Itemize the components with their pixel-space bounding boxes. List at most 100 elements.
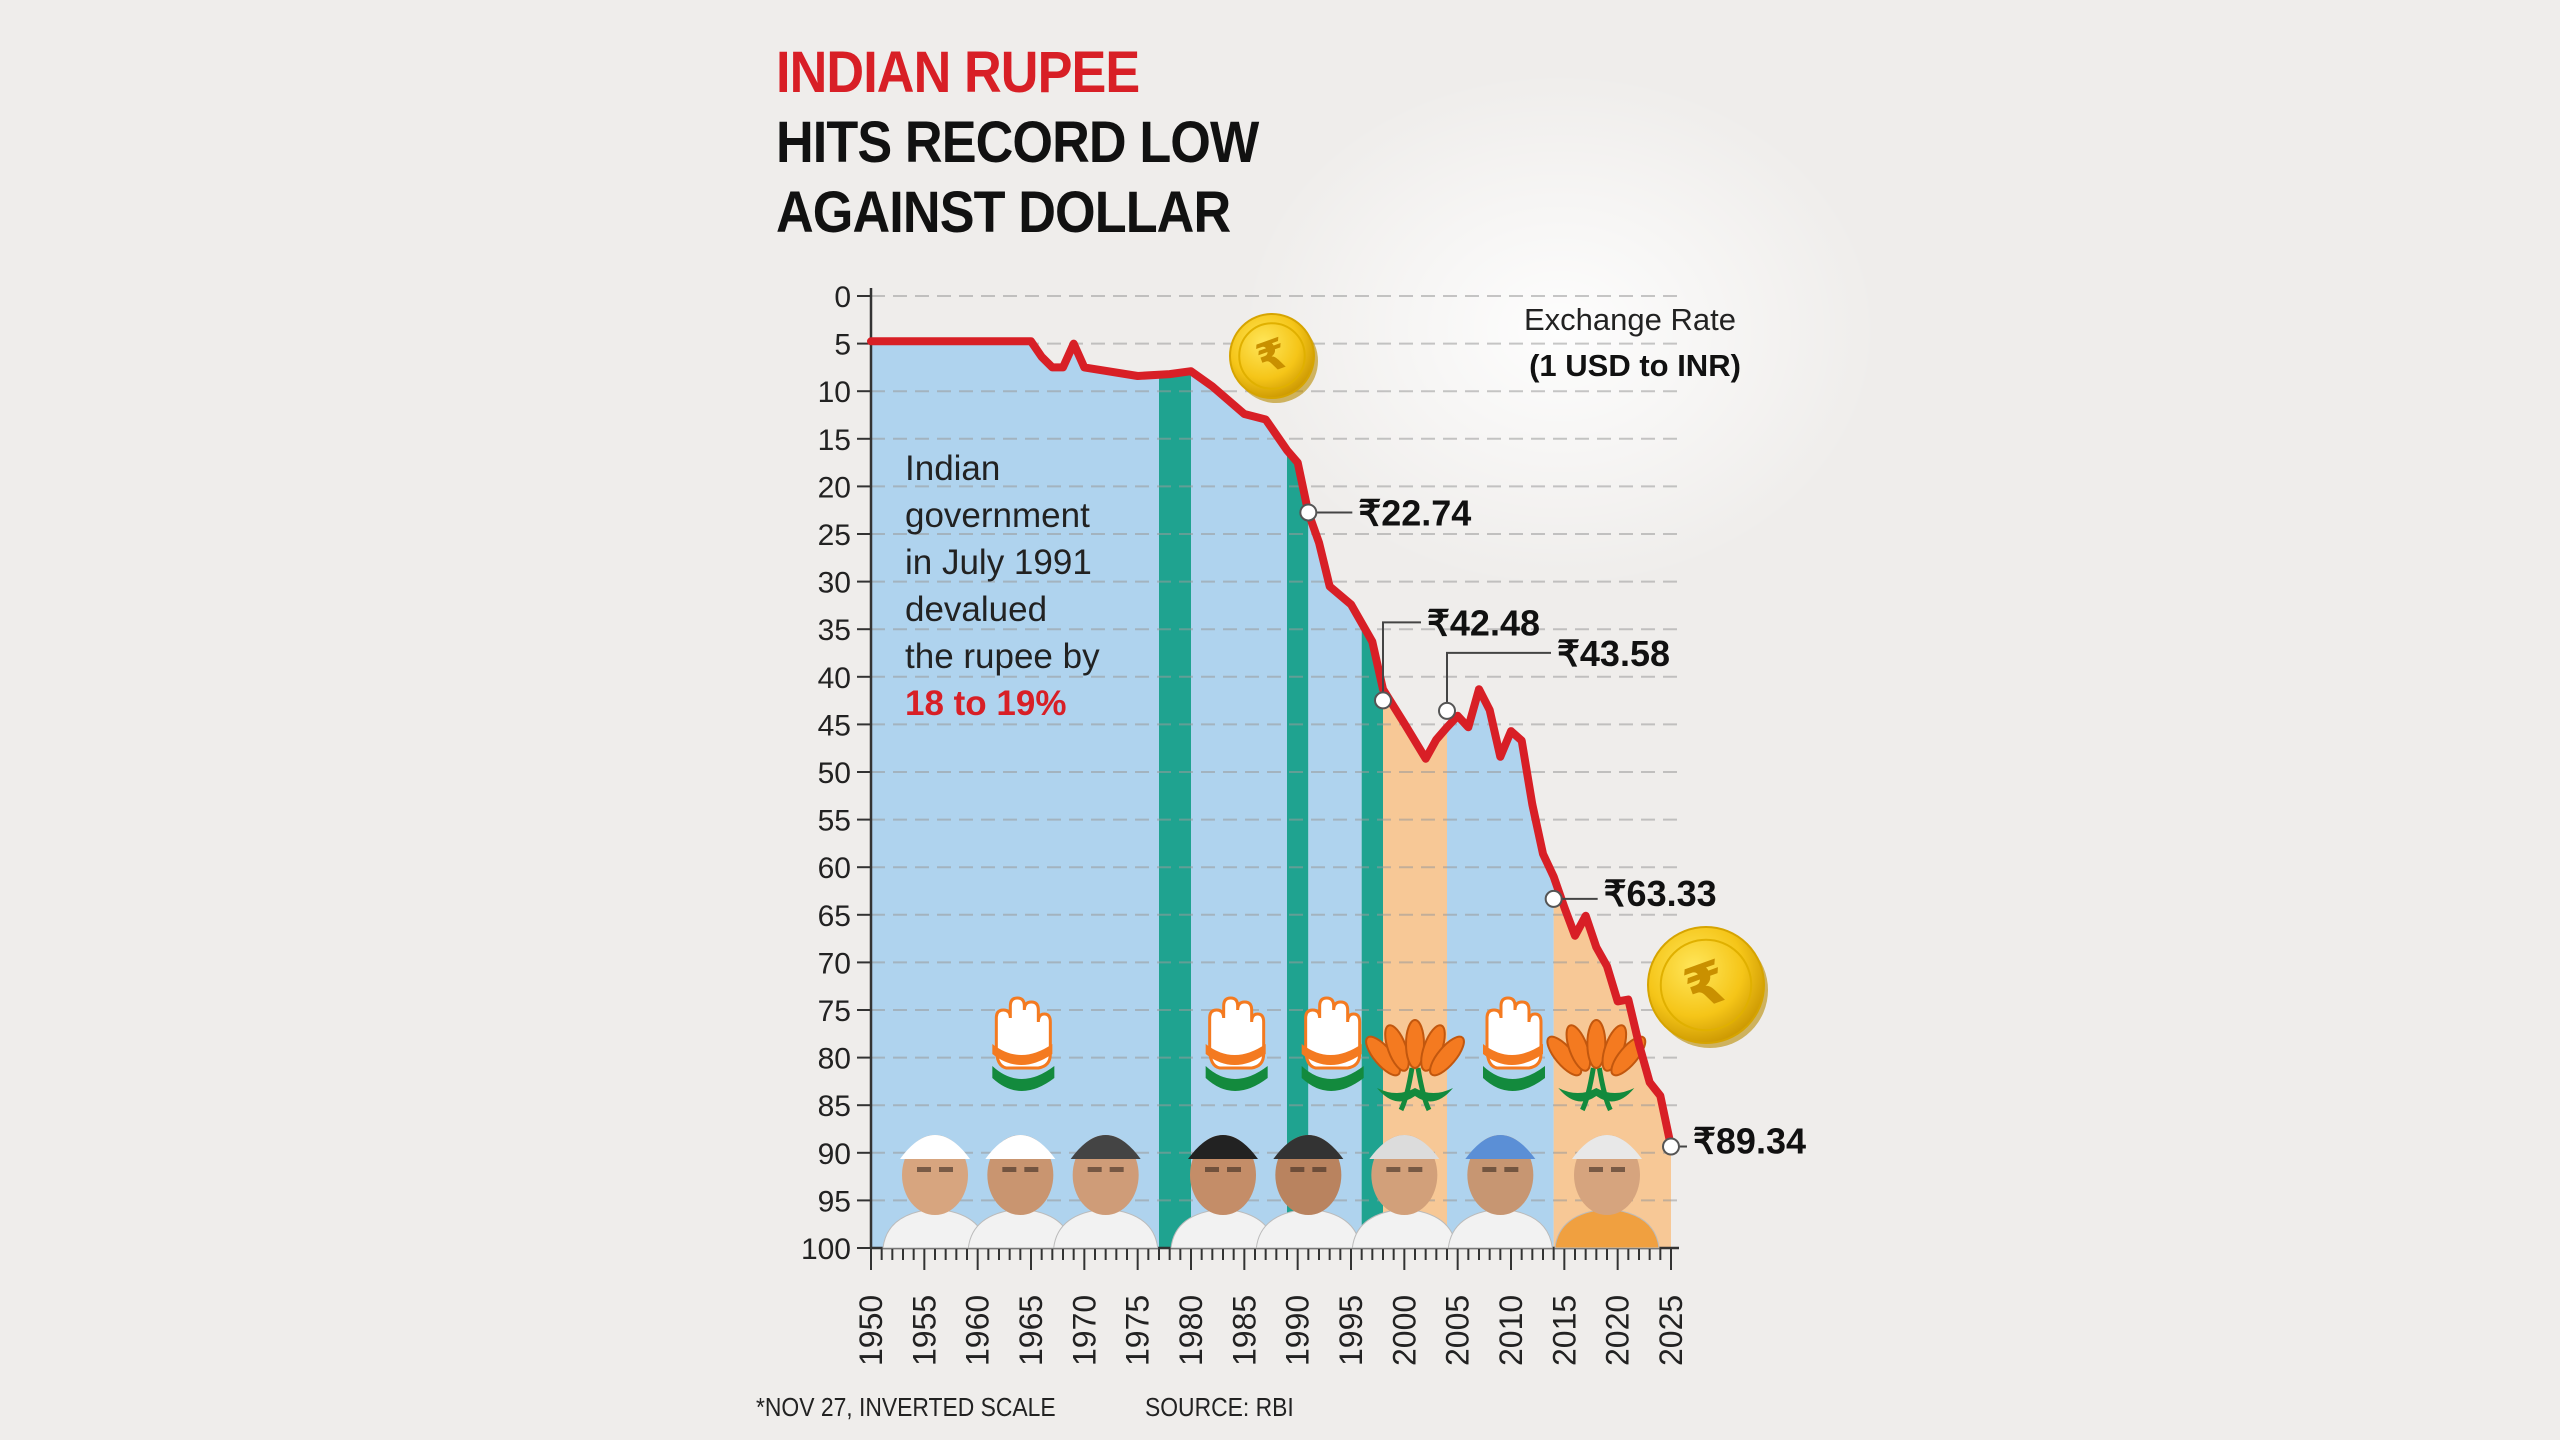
- portrait-eye: [1504, 1167, 1519, 1172]
- title-line-3: AGAINST DOLLAR: [776, 180, 1231, 245]
- x-tick-label: 2020: [1600, 1295, 1636, 1366]
- portrait-eye: [939, 1167, 953, 1172]
- exchange-rate-line: [867, 337, 1675, 1151]
- x-tick-label: 2000: [1386, 1295, 1422, 1366]
- congress-hand-symbol-icon: [1205, 996, 1268, 1091]
- portrait-eye: [1611, 1167, 1625, 1172]
- x-tick-label: 1965: [1013, 1295, 1049, 1366]
- rupee-coin-icon: ₹: [1647, 926, 1768, 1048]
- leader-portrait: [1351, 1135, 1457, 1249]
- hand-saffron-band: [1483, 1044, 1543, 1065]
- y-tick-label: 100: [801, 1233, 851, 1266]
- hand-saffron-band: [1205, 1044, 1266, 1065]
- portrait-eye: [1408, 1167, 1423, 1172]
- y-tick-label: 5: [834, 329, 851, 362]
- portrait-hair-cap: [1369, 1135, 1440, 1159]
- bjp-lotus-symbol-icon: [1365, 1019, 1465, 1112]
- congress-hand-symbol-icon: [992, 996, 1055, 1091]
- y-tick-label: 65: [818, 900, 851, 933]
- callout-leader: [1382, 621, 1421, 701]
- x-tick-label: 1995: [1333, 1295, 1369, 1366]
- portrait-hair-cap: [1465, 1135, 1536, 1159]
- title-line-2: HITS RECORD LOW: [776, 110, 1259, 175]
- y-tick-label: 25: [818, 519, 851, 552]
- portrait-eye: [1386, 1167, 1401, 1172]
- era-band-congress: [871, 341, 1159, 1248]
- y-tick-label: 40: [818, 662, 851, 695]
- annotation-line-1: Indian: [905, 449, 1000, 488]
- portrait-eye: [1087, 1167, 1102, 1172]
- footer-source: SOURCE: RBI: [1145, 1392, 1294, 1422]
- x-tick-label: 1950: [853, 1295, 889, 1366]
- callout-label: ₹42.48: [1427, 602, 1540, 643]
- hand-outline: [1304, 996, 1362, 1070]
- leader-portrait: [882, 1135, 988, 1249]
- x-tick-label: 1970: [1066, 1295, 1102, 1366]
- y-tick-label: 85: [818, 1090, 851, 1123]
- x-tick-label: 2010: [1493, 1295, 1529, 1366]
- portrait-eye: [1227, 1167, 1241, 1172]
- legend-label-1: Exchange Rate: [1524, 302, 1736, 337]
- rupee-coin-icon: ₹: [1229, 313, 1318, 403]
- y-tick-label: 90: [818, 1138, 851, 1171]
- y-tick-label: 35: [818, 614, 851, 647]
- callout-marker: [1299, 503, 1318, 522]
- y-tick-label: 20: [818, 471, 851, 504]
- bjp-lotus-symbol-icon: [1546, 1019, 1647, 1112]
- hand-green-base: [1301, 1066, 1364, 1091]
- lotus-leaves: [1377, 1088, 1453, 1102]
- portrait-eye: [1482, 1167, 1497, 1172]
- callout-marker: [1438, 701, 1456, 720]
- era-band-transition: [1159, 371, 1191, 1248]
- callout-marker: [1544, 889, 1563, 908]
- portrait-hair-cap: [1572, 1135, 1642, 1159]
- leader-portrait: [1447, 1135, 1553, 1249]
- portrait-eye: [1205, 1167, 1219, 1172]
- legend-label-2: (1 USD to INR): [1529, 348, 1741, 383]
- hand-outline: [1485, 996, 1543, 1070]
- x-tick-label: 1990: [1280, 1295, 1316, 1366]
- annotation-line-2: government: [905, 496, 1090, 535]
- x-tick-label: 2005: [1440, 1295, 1476, 1366]
- callout-marker: [1374, 691, 1392, 710]
- leader-portrait: [1053, 1135, 1159, 1249]
- y-tick-label: 30: [818, 567, 851, 600]
- coin-rim: [1238, 322, 1306, 390]
- callout-leader: [1446, 651, 1551, 711]
- annotation-line-3: in July 1991: [905, 543, 1092, 582]
- leader-portrait: [967, 1135, 1073, 1249]
- y-tick-label: 95: [818, 1185, 851, 1218]
- hand-outline: [994, 996, 1052, 1070]
- background-glow: [1240, 70, 1880, 590]
- portrait-hair-cap: [1070, 1135, 1141, 1159]
- y-tick-label: 75: [818, 995, 851, 1028]
- hand-outline: [1208, 996, 1266, 1070]
- y-tick-label: 60: [818, 852, 851, 885]
- y-tick-label: 50: [818, 757, 851, 790]
- x-tick-label: 1960: [960, 1295, 996, 1366]
- callout-label: ₹22.74: [1358, 492, 1471, 533]
- x-tick-label: 1980: [1173, 1295, 1209, 1366]
- hand-green-base: [1205, 1066, 1268, 1091]
- congress-hand-symbol-icon: [1483, 996, 1545, 1091]
- y-tick-label: 0: [834, 281, 851, 314]
- callout-marker: [1662, 1137, 1680, 1156]
- x-tick-label: 1985: [1226, 1295, 1262, 1366]
- x-tick-label: 1955: [906, 1295, 942, 1366]
- portrait-eye: [1024, 1167, 1039, 1172]
- era-band-transition: [1361, 623, 1383, 1248]
- annotation-line-4: devalued: [905, 590, 1047, 629]
- portrait-hair-cap: [1273, 1135, 1344, 1159]
- hand-green-base: [1483, 1066, 1545, 1091]
- leader-portrait: [1255, 1135, 1361, 1249]
- era-band-transition: [1287, 450, 1309, 1248]
- callout-label: ₹89.34: [1693, 1121, 1806, 1162]
- portrait-eye: [1312, 1167, 1327, 1172]
- leader-portrait: [1554, 1135, 1660, 1249]
- footer-note: *NOV 27, INVERTED SCALE: [756, 1392, 1056, 1422]
- portrait-hair-cap: [900, 1135, 970, 1159]
- title-line-1: INDIAN RUPEE: [776, 40, 1140, 105]
- hand-saffron-band: [992, 1044, 1053, 1065]
